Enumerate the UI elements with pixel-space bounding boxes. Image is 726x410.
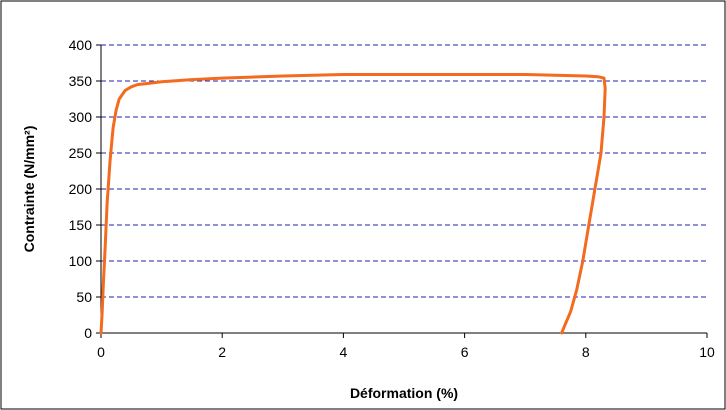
x-tick-label: 8 (582, 344, 590, 360)
y-tick-label: 50 (76, 289, 92, 305)
y-tick-label: 300 (69, 109, 93, 125)
x-tick-label: 10 (699, 344, 715, 360)
y-tick-label: 250 (69, 145, 93, 161)
y-axis-title: Contrainte (N/mm²) (21, 126, 37, 253)
grid-layer (101, 44, 707, 298)
series-line (99, 73, 607, 335)
y-tick-label: 150 (69, 217, 93, 233)
series-layer (99, 73, 607, 335)
y-tick-label: 200 (69, 181, 93, 197)
axis-layer (96, 44, 708, 338)
x-tick-label: 6 (461, 344, 469, 360)
label-layer: 0 50 100 150 200 250 300 350 400 0 2 4 6 8 10 (69, 37, 715, 360)
y-tick-label: 350 (69, 73, 93, 89)
y-tick-label: 100 (69, 253, 93, 269)
x-tick-label: 4 (340, 344, 348, 360)
x-tick-label: 2 (218, 344, 226, 360)
y-tick-label: 0 (84, 325, 92, 341)
x-tick-label: 0 (97, 344, 105, 360)
y-tick-label: 400 (69, 37, 93, 53)
x-axis-title: Déformation (%) (350, 385, 458, 401)
